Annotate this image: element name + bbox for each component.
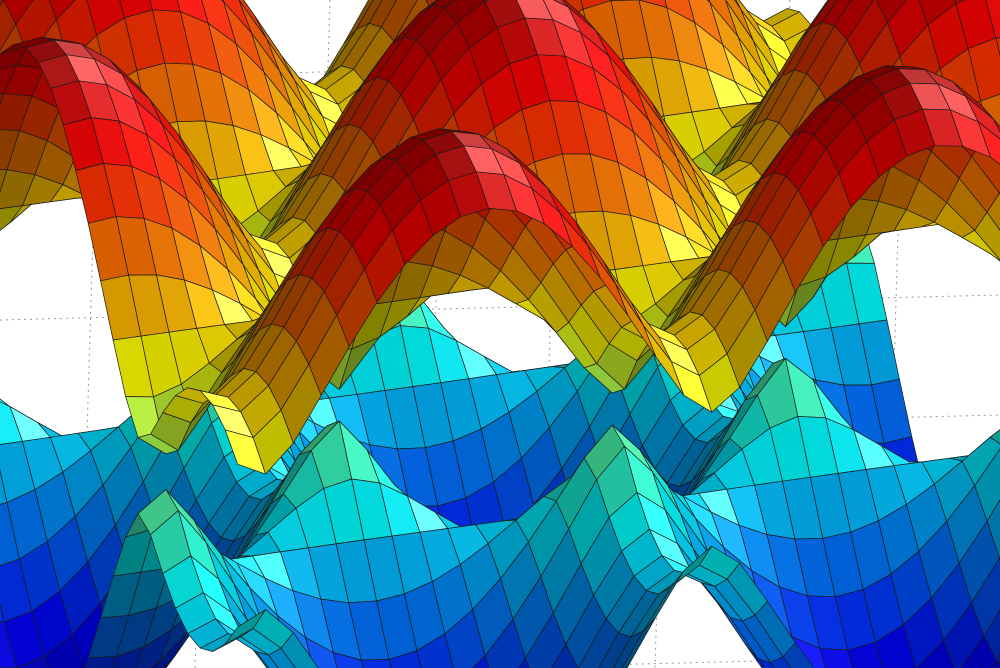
surface-patch xyxy=(224,429,266,475)
surface-patch xyxy=(332,652,364,668)
surface-patch xyxy=(875,624,916,668)
surface-patch xyxy=(983,608,1000,661)
surface-patch xyxy=(224,609,266,645)
surface-patch xyxy=(364,229,406,303)
surface-patch xyxy=(971,557,1000,637)
surface-patch xyxy=(821,0,853,27)
surface-patch xyxy=(472,655,490,668)
surface-patch xyxy=(43,634,85,668)
surface-patch xyxy=(356,0,383,30)
surface-patch xyxy=(551,644,579,668)
surface-patch xyxy=(819,647,853,668)
surface-patch xyxy=(368,0,398,28)
surface-patch xyxy=(996,653,1000,665)
surface-patch xyxy=(809,0,838,29)
surface-patch xyxy=(916,639,955,668)
surface-patch xyxy=(847,641,883,668)
surface-patch xyxy=(643,570,685,632)
surface-patch xyxy=(834,0,874,41)
surface-patch xyxy=(416,633,454,668)
surface-patch xyxy=(3,0,34,25)
surface-patch xyxy=(388,650,422,668)
surface-patch xyxy=(796,0,830,45)
surface-patch xyxy=(810,172,852,247)
surface-patch xyxy=(360,659,392,668)
surface-patch xyxy=(16,656,49,668)
surface-patch xyxy=(381,0,418,42)
surface-patch xyxy=(986,499,1000,559)
surface-patch xyxy=(343,0,374,44)
surface-patch xyxy=(990,659,1000,668)
surface-patch xyxy=(518,657,530,668)
